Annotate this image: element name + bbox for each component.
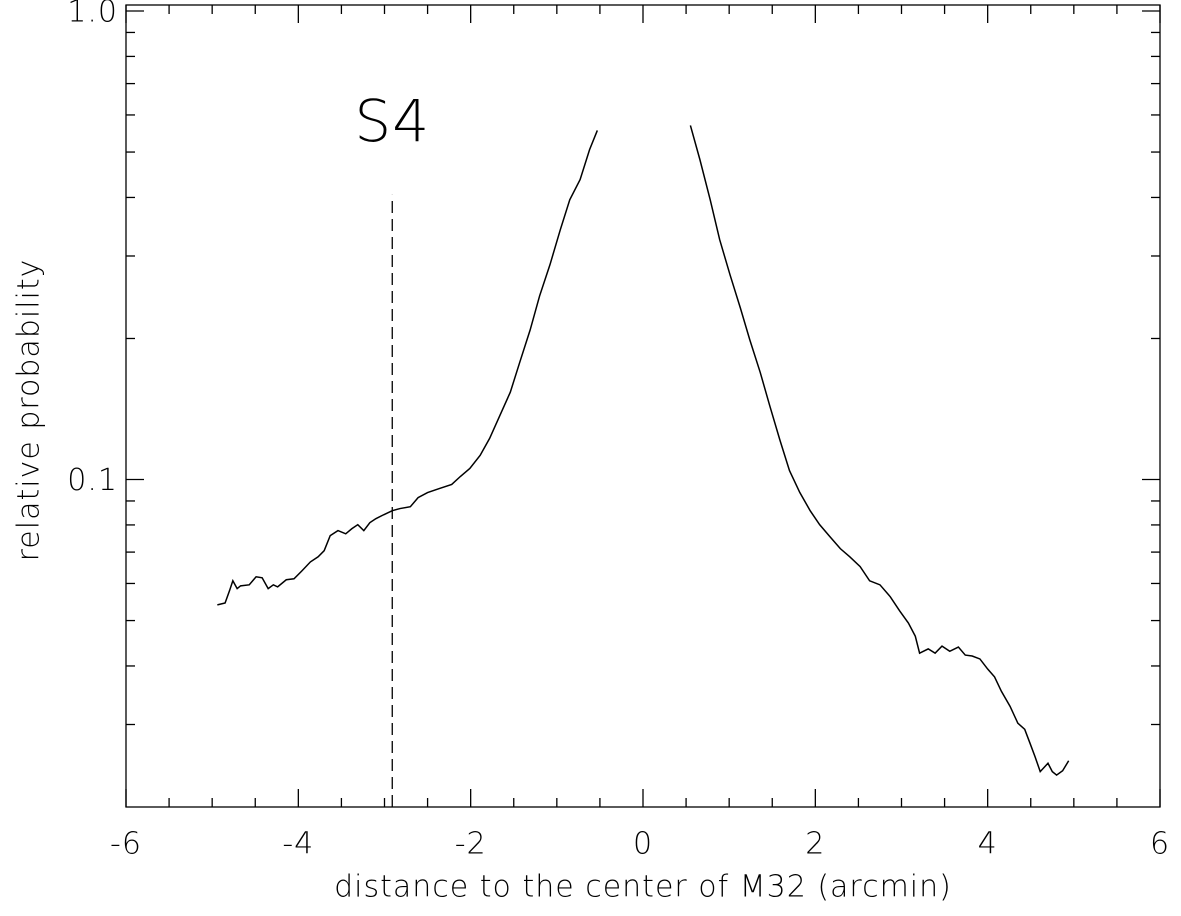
x-axis-label: distance to the center of M32 (arcmin) <box>334 870 952 905</box>
data-line <box>217 125 1070 776</box>
annotation: S4 <box>354 87 430 155</box>
y-tick-label: 1.0 <box>67 0 118 30</box>
y-tick-label: 0.1 <box>67 463 118 498</box>
x-tick-label: 6 <box>1150 827 1170 862</box>
x-tick-label: 0 <box>633 827 653 862</box>
x-tick-label: 4 <box>978 827 998 862</box>
x-tick-label: -6 <box>110 827 142 862</box>
x-tick-label: -2 <box>455 827 487 862</box>
x-tick-label: -4 <box>282 827 314 862</box>
y-axis-label: relative probability <box>12 259 47 562</box>
x-tick-label: 2 <box>805 827 825 862</box>
plot-frame <box>125 4 1161 808</box>
